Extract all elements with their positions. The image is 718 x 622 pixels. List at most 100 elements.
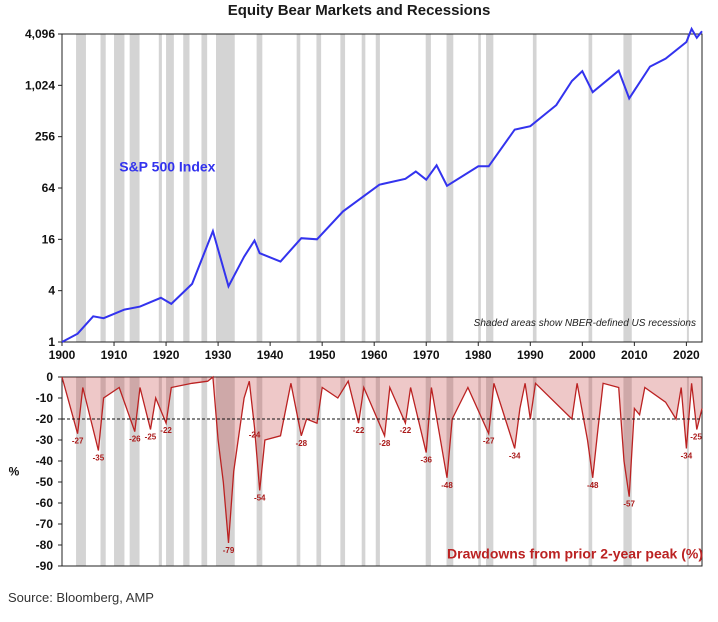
drawdown-data-label: -22 xyxy=(400,426,412,435)
recession-band xyxy=(588,34,593,342)
drawdown-data-label: -25 xyxy=(145,433,157,442)
recession-band xyxy=(100,34,106,342)
y-tick-label: -40 xyxy=(36,454,54,468)
recession-band xyxy=(686,34,689,342)
drawdown-data-label: -24 xyxy=(249,430,261,439)
recession-band xyxy=(183,34,190,342)
recession-band xyxy=(114,377,125,566)
drawdown-data-label: -48 xyxy=(441,481,453,490)
recession-band xyxy=(201,34,208,342)
y-tick-label: 1,024 xyxy=(25,78,55,92)
drawdown-data-label: -34 xyxy=(509,451,521,460)
recession-band xyxy=(588,377,593,566)
drawdown-data-label: -28 xyxy=(379,439,391,448)
chart-title: Equity Bear Markets and Recessions xyxy=(227,2,491,19)
drawdown-area xyxy=(62,377,702,543)
recession-band xyxy=(316,377,322,566)
x-tick-label: 1950 xyxy=(309,348,336,362)
drawdown-series-label: Drawdowns from prior 2-year peak (%) xyxy=(447,545,703,561)
recession-band xyxy=(129,377,140,566)
recession-band xyxy=(425,377,431,566)
recession-band xyxy=(114,34,125,342)
recession-band xyxy=(478,34,481,342)
x-tick-label: 1990 xyxy=(517,348,544,362)
y-tick-label: -90 xyxy=(36,559,54,573)
drawdown-data-label: -27 xyxy=(72,437,84,446)
x-tick-label: 1930 xyxy=(205,348,232,362)
x-tick-label: 1960 xyxy=(361,348,388,362)
y-tick-label: 16 xyxy=(42,232,56,246)
recession-band xyxy=(129,34,140,342)
y-tick-label: -60 xyxy=(36,496,54,510)
recession-band xyxy=(686,377,689,566)
sp500-line xyxy=(61,26,703,343)
x-tick-label: 2010 xyxy=(621,348,648,362)
drawdown-data-label: -36 xyxy=(420,456,432,465)
price-panel: 1 4 16 64 256 1,024 4,096 1900 1910 1920 1930 1940 1… xyxy=(25,26,703,362)
y-tick-label: 4 xyxy=(48,284,55,298)
recession-band xyxy=(486,377,494,566)
drawdown-data-label: -27 xyxy=(483,437,495,446)
x-tick-label: 2020 xyxy=(673,348,700,362)
x-tick-label: 2000 xyxy=(569,348,596,362)
recession-band xyxy=(158,34,162,342)
chart-svg: 1 4 16 64 256 1,024 4,096 1900 1910 1920 1930 1940 1… xyxy=(9,26,703,573)
recession-band xyxy=(340,34,346,342)
recession-band xyxy=(166,34,174,342)
recession-band xyxy=(361,34,366,342)
recession-band xyxy=(425,34,431,342)
drawdown-panel: 0 -10 -20 -30 -40 -50 -60 -70 -80 -90% -27 -35 -26 -2… xyxy=(9,370,703,573)
recession-band xyxy=(623,34,632,342)
sp500-series-label: S&P 500 Index xyxy=(119,158,215,174)
recession-band xyxy=(201,377,208,566)
drawdown-data-label: -48 xyxy=(587,481,599,490)
source-note: Source: Bloomberg, AMP xyxy=(8,590,154,605)
drawdown-data-label: -34 xyxy=(681,451,693,460)
drawdown-data-label: -22 xyxy=(353,426,365,435)
recession-band xyxy=(532,377,537,566)
drawdown-data-label: -25 xyxy=(690,433,702,442)
y-tick-label: 64 xyxy=(42,181,56,195)
recession-band xyxy=(375,34,380,342)
drawdown-data-label: -26 xyxy=(129,435,141,444)
recession-band xyxy=(478,377,481,566)
recession-band xyxy=(296,377,301,566)
drawdown-data-label: -57 xyxy=(623,500,635,509)
recession-band xyxy=(340,377,346,566)
recession-band xyxy=(316,34,322,342)
y-tick-label: 0 xyxy=(46,370,53,384)
recession-band xyxy=(158,377,162,566)
y-tick-label: 4,096 xyxy=(25,27,55,41)
recession-band xyxy=(76,34,86,342)
recession-band xyxy=(256,34,263,342)
recession-band xyxy=(76,377,86,566)
y-tick-label: -50 xyxy=(36,475,54,489)
x-tick-label: 1900 xyxy=(49,348,76,362)
y-tick-label: -20 xyxy=(36,412,54,426)
recession-band xyxy=(446,377,454,566)
recession-band xyxy=(375,377,380,566)
x-tick-label: 1980 xyxy=(465,348,492,362)
drawdown-data-label: -22 xyxy=(160,426,172,435)
drawdown-data-label: -79 xyxy=(223,546,235,555)
drawdown-plot-frame xyxy=(61,376,703,567)
drawdown-line xyxy=(61,375,703,543)
recession-band xyxy=(361,377,366,566)
x-tick-label: 1910 xyxy=(101,348,128,362)
recession-band xyxy=(623,377,632,566)
recession-band xyxy=(216,34,235,342)
drawdown-data-label: -54 xyxy=(254,493,266,502)
recession-band xyxy=(183,377,190,566)
recession-band xyxy=(256,377,263,566)
x-tick-label: 1970 xyxy=(413,348,440,362)
recession-band xyxy=(100,377,106,566)
drawdown-data-label: -28 xyxy=(296,439,308,448)
y-tick-label: -70 xyxy=(36,517,54,531)
y-tick-label: -10 xyxy=(36,391,54,405)
y-tick-label: -80 xyxy=(36,538,54,552)
recession-band xyxy=(166,377,174,566)
x-tick-label: 1940 xyxy=(257,348,284,362)
recession-band xyxy=(486,34,494,342)
x-tick-label: 1920 xyxy=(153,348,180,362)
recession-band xyxy=(296,34,301,342)
